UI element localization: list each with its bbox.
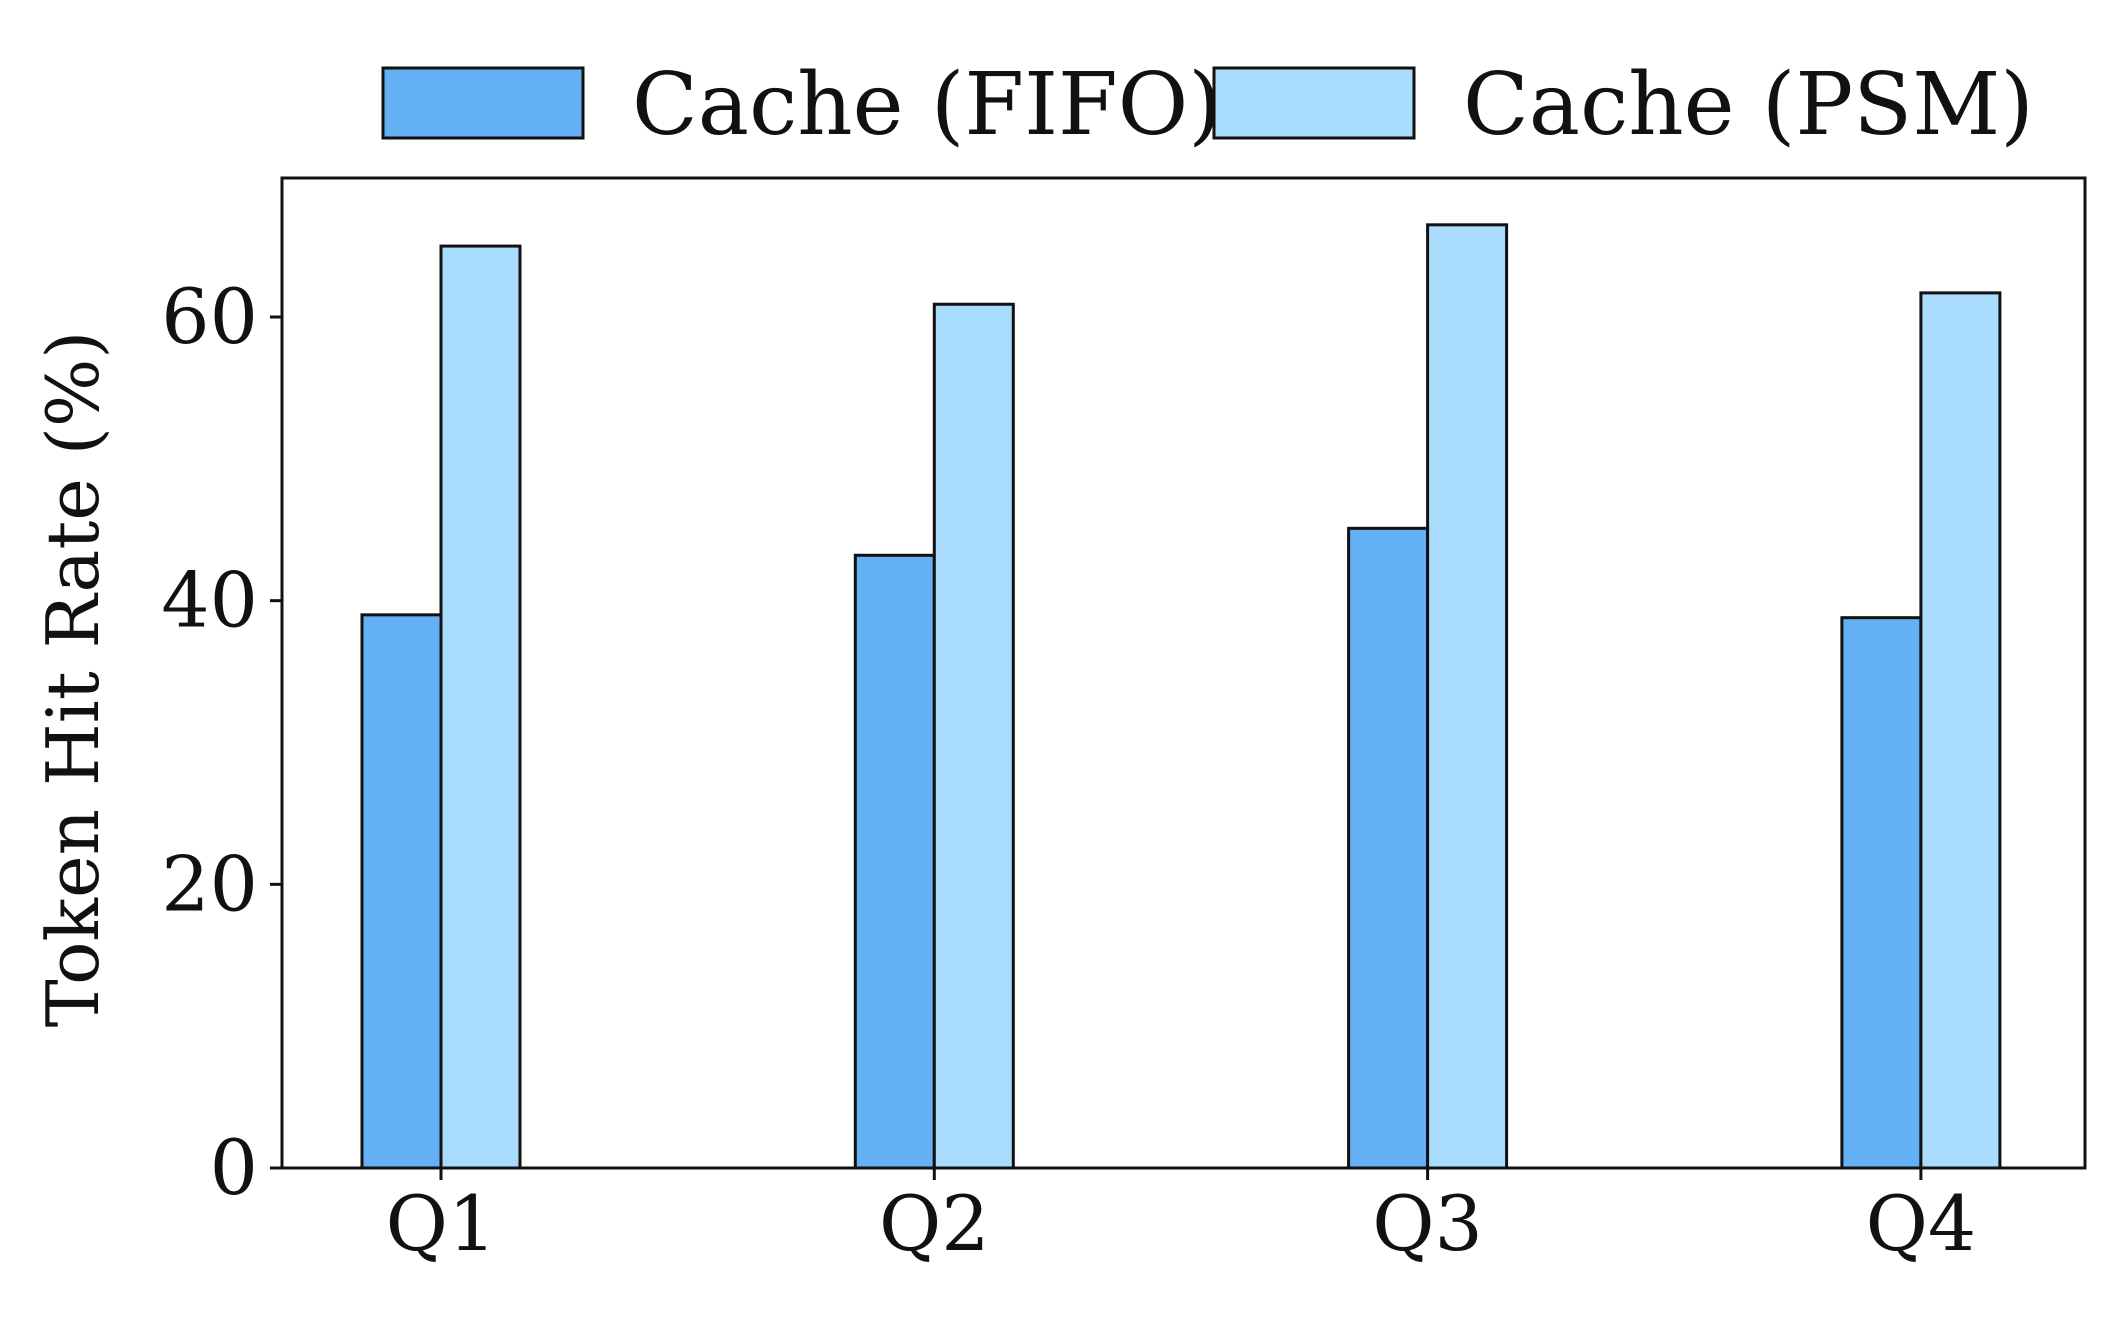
- x-tick-label-q1: Q1: [386, 1179, 497, 1268]
- bar-q3-series-1: [1347, 526, 1430, 1170]
- bar-q1-series-2: [439, 244, 522, 1170]
- x-tick-label-q2: Q2: [879, 1179, 990, 1268]
- x-tick-label-q3: Q3: [1372, 1179, 1483, 1268]
- bar-q4-series-2: [1919, 291, 2002, 1170]
- legend-swatch-2: [1212, 66, 1416, 140]
- bar-q2-series-2: [932, 302, 1015, 1170]
- plot-frame: [280, 176, 2087, 1170]
- y-tick-label-0: 0: [210, 1123, 258, 1212]
- y-tick-label-40: 40: [161, 556, 258, 645]
- legend-swatch-1: [381, 66, 585, 140]
- legend-label-2: Cache (PSM): [1463, 55, 2034, 155]
- y-tick-label-60: 60: [161, 272, 258, 361]
- y-tick-label-20: 20: [161, 839, 258, 928]
- legend-label-1: Cache (FIFO): [632, 55, 1222, 155]
- bar-q2-series-1: [853, 553, 936, 1170]
- plot-area: Q1 Q2 Q3 Q4 0 20 40 60: [161, 176, 2087, 1268]
- bar-q4-series-1: [1840, 616, 1923, 1170]
- legend: Cache (FIFO) Cache (PSM): [381, 55, 2034, 155]
- bar-q1-series-1: [360, 613, 443, 1170]
- x-tick-label-q4: Q4: [1866, 1179, 1977, 1268]
- bar-q3-series-2: [1426, 223, 1509, 1170]
- y-axis-label: Token Hit Rate (%): [31, 331, 115, 1028]
